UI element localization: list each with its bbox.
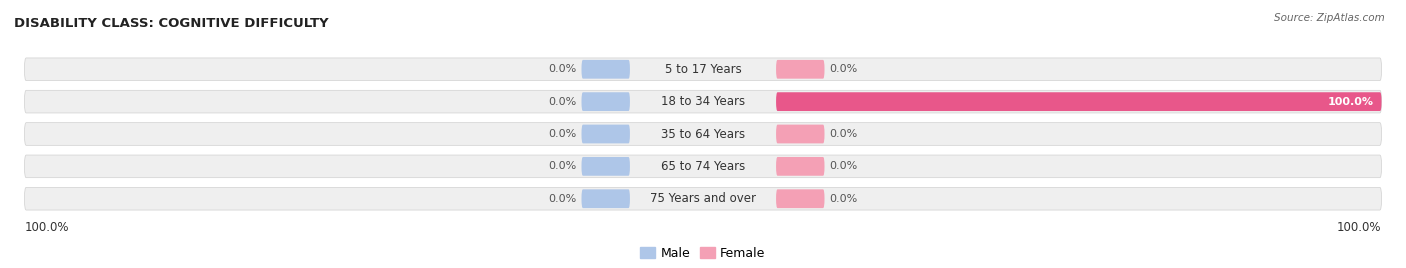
FancyBboxPatch shape xyxy=(24,123,1382,145)
Text: 0.0%: 0.0% xyxy=(830,161,858,171)
FancyBboxPatch shape xyxy=(582,157,630,176)
Text: 100.0%: 100.0% xyxy=(1327,97,1374,107)
FancyBboxPatch shape xyxy=(776,92,1382,111)
FancyBboxPatch shape xyxy=(776,189,824,208)
FancyBboxPatch shape xyxy=(582,125,630,143)
FancyBboxPatch shape xyxy=(776,125,824,143)
Text: 65 to 74 Years: 65 to 74 Years xyxy=(661,160,745,173)
FancyBboxPatch shape xyxy=(24,155,1382,178)
Text: 100.0%: 100.0% xyxy=(1337,221,1382,234)
FancyBboxPatch shape xyxy=(776,60,824,79)
Text: 100.0%: 100.0% xyxy=(24,221,69,234)
Text: 0.0%: 0.0% xyxy=(548,194,576,204)
Text: 0.0%: 0.0% xyxy=(548,97,576,107)
Text: 75 Years and over: 75 Years and over xyxy=(650,192,756,205)
Text: 0.0%: 0.0% xyxy=(548,161,576,171)
Text: 0.0%: 0.0% xyxy=(548,129,576,139)
Text: 35 to 64 Years: 35 to 64 Years xyxy=(661,128,745,140)
Text: 0.0%: 0.0% xyxy=(830,194,858,204)
Text: DISABILITY CLASS: COGNITIVE DIFFICULTY: DISABILITY CLASS: COGNITIVE DIFFICULTY xyxy=(14,17,329,31)
FancyBboxPatch shape xyxy=(582,189,630,208)
FancyBboxPatch shape xyxy=(24,58,1382,81)
Text: 18 to 34 Years: 18 to 34 Years xyxy=(661,95,745,108)
Text: Source: ZipAtlas.com: Source: ZipAtlas.com xyxy=(1274,13,1385,23)
FancyBboxPatch shape xyxy=(776,157,824,176)
Text: 0.0%: 0.0% xyxy=(548,64,576,74)
Text: 5 to 17 Years: 5 to 17 Years xyxy=(665,63,741,76)
Text: 0.0%: 0.0% xyxy=(830,64,858,74)
Legend: Male, Female: Male, Female xyxy=(636,242,770,265)
FancyBboxPatch shape xyxy=(24,187,1382,210)
FancyBboxPatch shape xyxy=(24,90,1382,113)
FancyBboxPatch shape xyxy=(582,92,630,111)
Text: 0.0%: 0.0% xyxy=(830,129,858,139)
FancyBboxPatch shape xyxy=(582,60,630,79)
